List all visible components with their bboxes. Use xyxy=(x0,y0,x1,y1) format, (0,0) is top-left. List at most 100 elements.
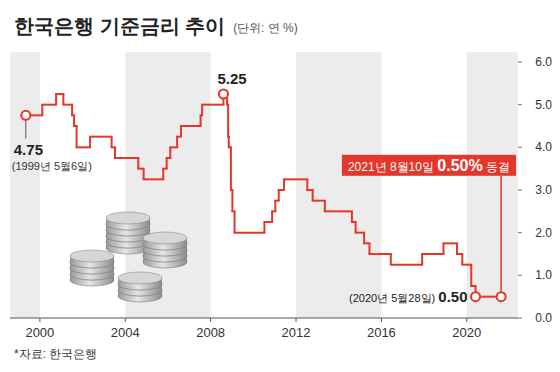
step-riser xyxy=(143,169,145,180)
band xyxy=(381,52,466,318)
step-segment xyxy=(444,242,457,244)
step-riser xyxy=(324,201,326,212)
step-segment xyxy=(181,125,201,127)
y-tick-label: 4.0 xyxy=(535,140,552,154)
annotation-value: 0.50 xyxy=(438,288,467,305)
step-segment xyxy=(462,264,471,266)
subtitle: (단위: 연 %) xyxy=(233,21,298,35)
coin-top xyxy=(70,250,114,262)
step-segment xyxy=(63,104,72,106)
x-tick xyxy=(210,318,211,322)
step-riser xyxy=(89,137,91,148)
step-riser xyxy=(234,211,236,232)
plot-background xyxy=(10,52,518,318)
x-tick xyxy=(381,318,382,322)
step-riser xyxy=(363,233,365,244)
x-tick-label: 2000 xyxy=(25,325,54,340)
callout: 2021년 8월10일 0.50% 동결 xyxy=(342,155,516,176)
step-riser xyxy=(443,243,445,254)
step-riser xyxy=(390,254,392,265)
series xyxy=(26,94,501,297)
title: 한국은행 기준금리 추이 xyxy=(14,15,225,37)
step-segment xyxy=(284,178,307,180)
step-segment xyxy=(170,146,177,148)
step-riser xyxy=(278,190,280,201)
step-segment xyxy=(422,253,443,255)
step-riser xyxy=(470,265,472,286)
y-tick-label: 5.0 xyxy=(535,98,552,112)
x-tick xyxy=(125,318,126,322)
chart: 한국은행 기준금리 추이(단위: 연 %)0.01.02.03.04.05.06… xyxy=(0,0,560,372)
callout-box xyxy=(342,155,516,176)
band xyxy=(40,52,125,318)
step-riser xyxy=(176,137,178,148)
annotation-note: 2021년 8월10일 xyxy=(348,160,437,174)
step-riser xyxy=(55,94,57,105)
y-tick-label: 6.0 xyxy=(535,55,552,69)
annotation-value: 4.75 xyxy=(14,141,43,158)
step-riser xyxy=(230,147,232,190)
step-riser xyxy=(114,147,116,158)
step-riser xyxy=(169,147,171,158)
y-tick xyxy=(518,62,522,63)
coin-top xyxy=(143,232,187,244)
step-segment xyxy=(325,210,352,212)
annotation-point xyxy=(471,292,480,301)
step-riser xyxy=(162,169,164,180)
step-riser xyxy=(368,243,370,254)
annotation-label: (2020년 5월28일) 0.50 xyxy=(349,288,467,305)
annotation-note: (2020년 5월28일) xyxy=(349,292,438,304)
callout-text: 2021년 8월10일 0.50% 동결 xyxy=(348,157,510,174)
step-segment xyxy=(202,104,223,106)
annotation-note: (1999년 5월6일) xyxy=(12,160,92,172)
step-riser xyxy=(137,158,139,169)
connector xyxy=(25,120,26,138)
step-riser xyxy=(421,254,423,265)
y-tick-label: 0.0 xyxy=(535,311,552,325)
step-segment xyxy=(56,93,63,95)
step-segment xyxy=(77,146,90,148)
coins-illustration xyxy=(70,212,187,302)
step-riser xyxy=(461,254,463,265)
step-riser xyxy=(41,105,43,116)
annotations: 4.75(1999년 5월6일)5.25(2020년 5월28일) 0.5020… xyxy=(12,70,516,305)
step-riser xyxy=(180,126,182,137)
step-riser xyxy=(228,137,230,148)
step-segment xyxy=(264,221,272,223)
step-riser xyxy=(62,94,64,105)
x-axis xyxy=(10,318,518,319)
annotation-point xyxy=(21,111,30,120)
step-riser xyxy=(227,105,229,137)
step-riser xyxy=(456,243,458,254)
x-tick-label: 2004 xyxy=(111,325,140,340)
coin-top xyxy=(106,212,150,224)
y-tick-label: 1.0 xyxy=(535,268,552,282)
connector xyxy=(500,176,502,292)
step-riser xyxy=(76,126,78,147)
step-segment xyxy=(115,157,138,159)
step-riser xyxy=(166,158,168,169)
x-tick xyxy=(39,318,40,322)
y-tick xyxy=(518,275,522,276)
step-riser xyxy=(274,201,276,212)
x-tick xyxy=(296,318,297,322)
source: *자료: 한국은행 xyxy=(14,347,97,361)
annotation-point xyxy=(497,292,506,301)
y-tick xyxy=(518,190,522,191)
y-tick xyxy=(518,104,522,105)
step-segment xyxy=(391,264,422,266)
step-segment xyxy=(144,178,164,180)
step-riser xyxy=(263,222,265,233)
y-tick-label: 2.0 xyxy=(535,226,552,240)
x-tick-label: 2020 xyxy=(452,325,481,340)
x-tick xyxy=(466,318,467,322)
step-riser xyxy=(73,115,75,126)
step-segment xyxy=(313,200,325,202)
step-riser xyxy=(200,115,202,126)
band xyxy=(211,52,296,318)
step-segment xyxy=(356,232,365,234)
step-segment xyxy=(369,253,390,255)
step-segment xyxy=(235,232,265,234)
y-tick xyxy=(518,318,522,319)
x-tick-label: 2008 xyxy=(196,325,225,340)
